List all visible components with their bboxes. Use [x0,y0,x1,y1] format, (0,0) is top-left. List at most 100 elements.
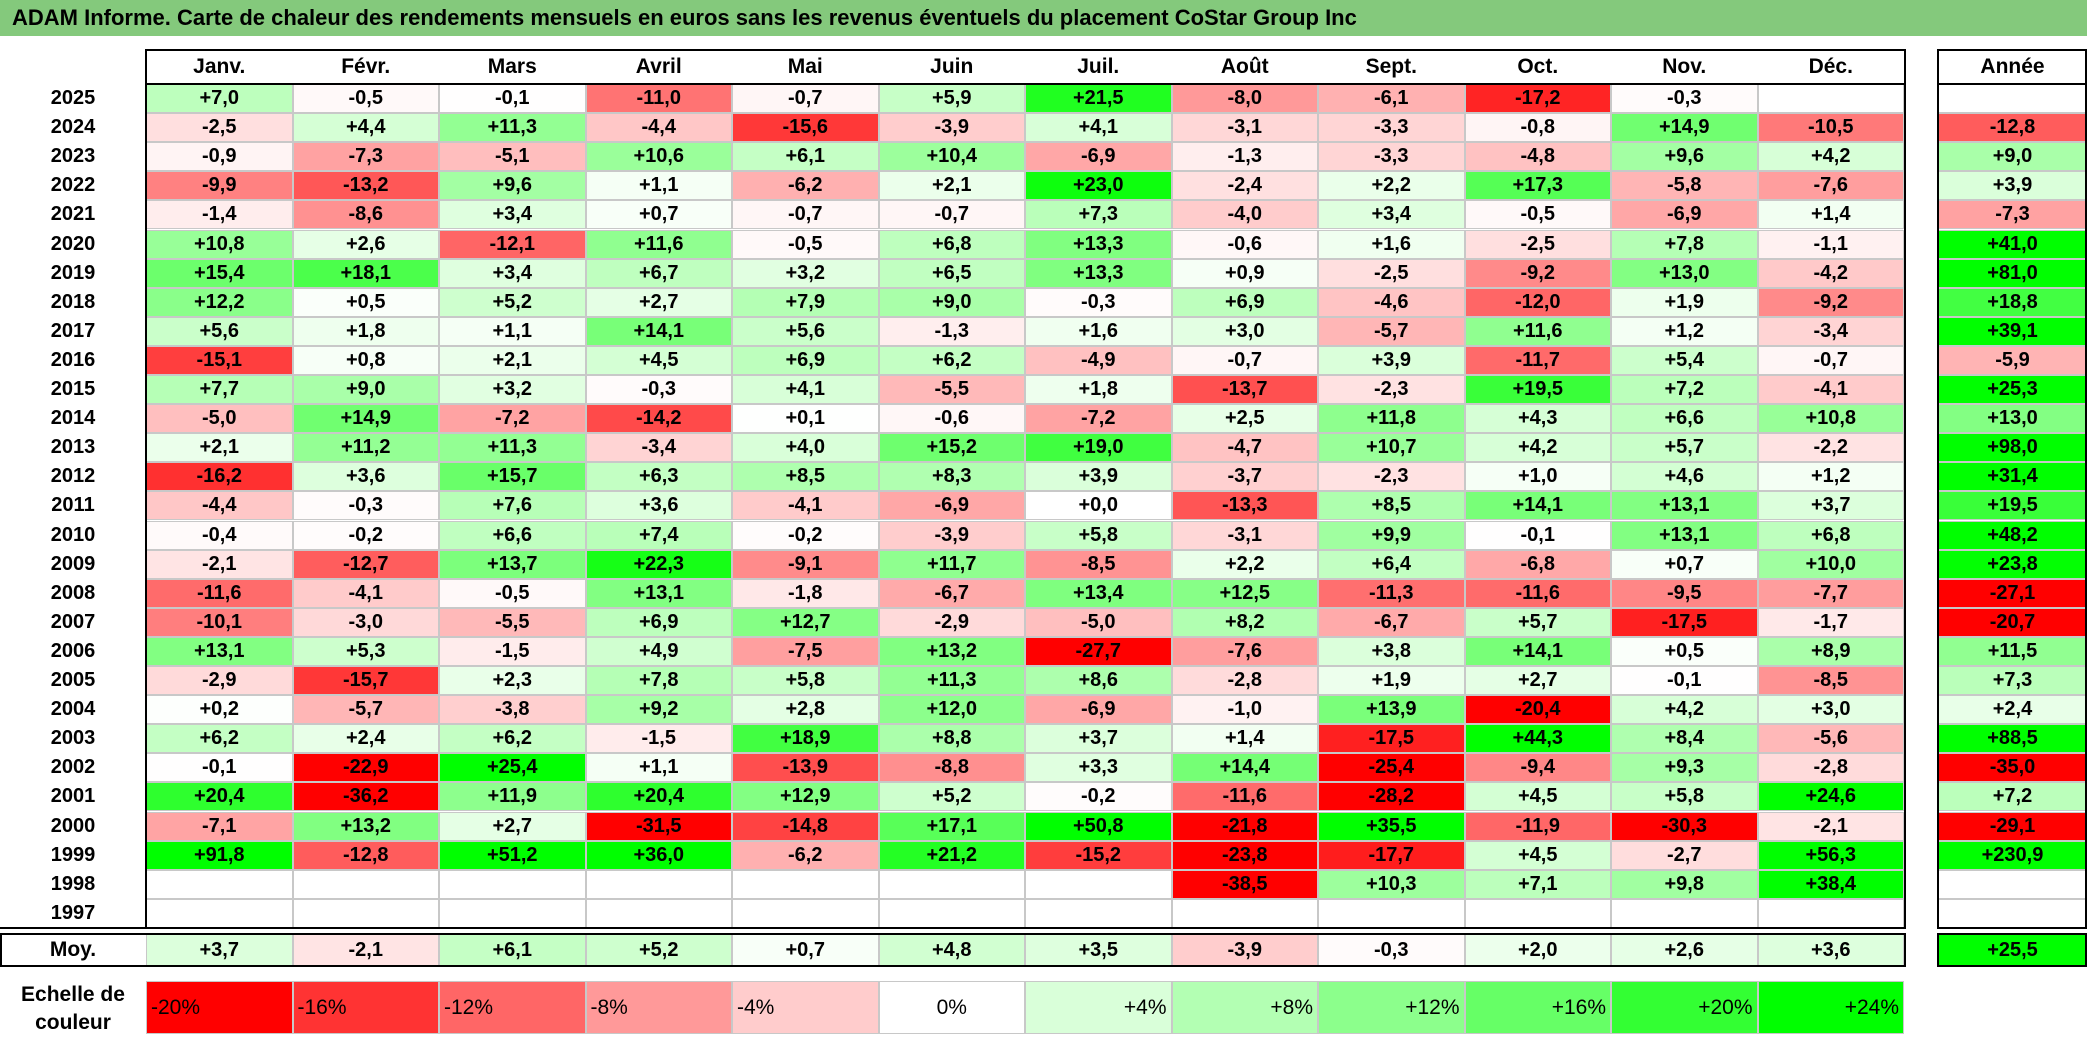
heatmap-cell: +5,6 [732,316,879,346]
average-cell: +2,6 [1611,934,1758,966]
heatmap-cell: +11,3 [439,433,586,463]
heatmap-cell: +13,1 [1611,491,1758,521]
heatmap-cell: +1,2 [1611,316,1758,346]
heatmap-cell: +36,0 [585,840,732,870]
heatmap-cell: +12,5 [1171,578,1318,608]
heatmap-cell: +7,9 [732,287,879,317]
heatmap-cell: +6,9 [1171,287,1318,317]
heatmap-cell: -25,4 [1318,753,1465,783]
annual-cell: -5,9 [1938,345,2087,375]
heatmap-cell: +7,2 [1611,375,1758,405]
heatmap-cell: +13,1 [1611,520,1758,550]
year-label: 2005 [50,669,96,692]
annual-cell: +3,9 [1938,171,2087,201]
heatmap-cell: -8,0 [1171,84,1318,114]
heatmap-cell: -10,5 [1757,113,1904,143]
color-scale-swatch: -16% [292,981,439,1034]
heatmap-cell [439,898,586,928]
average-cell: +5,2 [585,934,732,966]
heatmap-cell: +8,3 [878,462,1025,492]
year-label: 2017 [50,319,96,342]
year-label: 2014 [50,407,96,430]
year-label: 2013 [50,436,96,459]
heatmap-cell: -27,7 [1025,636,1172,666]
heatmap-cell: +9,6 [1611,142,1758,172]
heatmap-cell: +6,1 [732,142,879,172]
heatmap-cell: -4,0 [1171,200,1318,230]
year-label: 2019 [50,261,96,284]
heatmap-cell: +14,1 [585,316,732,346]
heatmap-cell: -1,3 [1171,142,1318,172]
month-header: Janv. [193,55,246,78]
heatmap-cell: +4,0 [732,433,879,463]
heatmap-cell: -7,2 [439,404,586,434]
annual-cell: +7,2 [1938,782,2087,812]
heatmap-cell: +6,2 [439,724,586,754]
annual-cell: +7,3 [1938,666,2087,696]
heatmap-cell: -0,1 [1611,666,1758,696]
month-header: Févr. [341,55,391,78]
heatmap-cell: +4,3 [1464,404,1611,434]
heatmap-cell: +5,7 [1611,433,1758,463]
heatmap-cell: +11,2 [292,433,439,463]
heatmap-cell: +4,5 [1464,782,1611,812]
heatmap-cell: -2,1 [1757,811,1904,841]
heatmap-cell: +3,6 [585,491,732,521]
heatmap-cell: +10,8 [1757,404,1904,434]
heatmap-cell: -2,3 [1318,462,1465,492]
heatmap-cell: +38,4 [1757,869,1904,899]
heatmap-cell: +5,8 [1025,520,1172,550]
heatmap-cell: -15,6 [732,113,879,143]
heatmap-cell: +9,2 [585,695,732,725]
heatmap-cell: +5,6 [146,316,293,346]
heatmap-cell: +25,4 [439,753,586,783]
heatmap-cell: -0,8 [1464,113,1611,143]
heatmap-cell: +20,4 [585,782,732,812]
color-scale-swatch: +8% [1171,981,1318,1034]
heatmap-cell: -0,1 [439,84,586,114]
heatmap-cell: +5,4 [1611,345,1758,375]
year-label: 2007 [50,610,96,633]
heatmap-cell [1611,898,1758,928]
heatmap-cell: +11,6 [585,229,732,259]
average-cell: +3,7 [146,934,293,966]
heatmap-cell: -1,4 [146,200,293,230]
heatmap-cell: -0,6 [878,404,1025,434]
heatmap-cell: -13,9 [732,753,879,783]
heatmap-cell: +8,8 [878,724,1025,754]
heatmap-cell: -11,7 [1464,345,1611,375]
annual-cell: +41,0 [1938,229,2087,259]
heatmap-cell: -2,7 [1611,840,1758,870]
heatmap-cell [1757,84,1904,114]
heatmap-cell: -17,5 [1611,607,1758,637]
annual-cell: +13,0 [1938,404,2087,434]
year-label: 2015 [50,378,96,401]
heatmap-cell: +4,5 [585,345,732,375]
heatmap-cell: +6,2 [878,345,1025,375]
annual-cell: +9,0 [1938,142,2087,172]
annual-cell: +31,4 [1938,462,2087,492]
heatmap-cell: +3,2 [732,258,879,288]
heatmap-cell: -21,8 [1171,811,1318,841]
heatmap-cell: +10,7 [1318,433,1465,463]
heatmap-cell: -30,3 [1611,811,1758,841]
heatmap-cell: +10,8 [146,229,293,259]
heatmap-cell: +7,1 [1464,869,1611,899]
heatmap-cell: -10,1 [146,607,293,637]
heatmap-cell: -3,9 [878,520,1025,550]
heatmap-cell: +4,2 [1611,695,1758,725]
heatmap-cell: +2,2 [1171,549,1318,579]
heatmap-cell: +11,3 [878,666,1025,696]
year-label: 2004 [50,698,96,721]
heatmap-cell: +11,9 [439,782,586,812]
heatmap-cell: +1,4 [1171,724,1318,754]
year-label: 2022 [50,174,96,197]
year-label: 2021 [50,203,96,226]
heatmap-cell: +9,9 [1318,520,1465,550]
year-label: 2025 [50,87,96,110]
year-label: 2009 [50,552,96,575]
heatmap-cell: -1,8 [732,578,879,608]
heatmap-cell: -9,5 [1611,578,1758,608]
heatmap-cell: -14,8 [732,811,879,841]
annual-cell: +230,9 [1938,840,2087,870]
